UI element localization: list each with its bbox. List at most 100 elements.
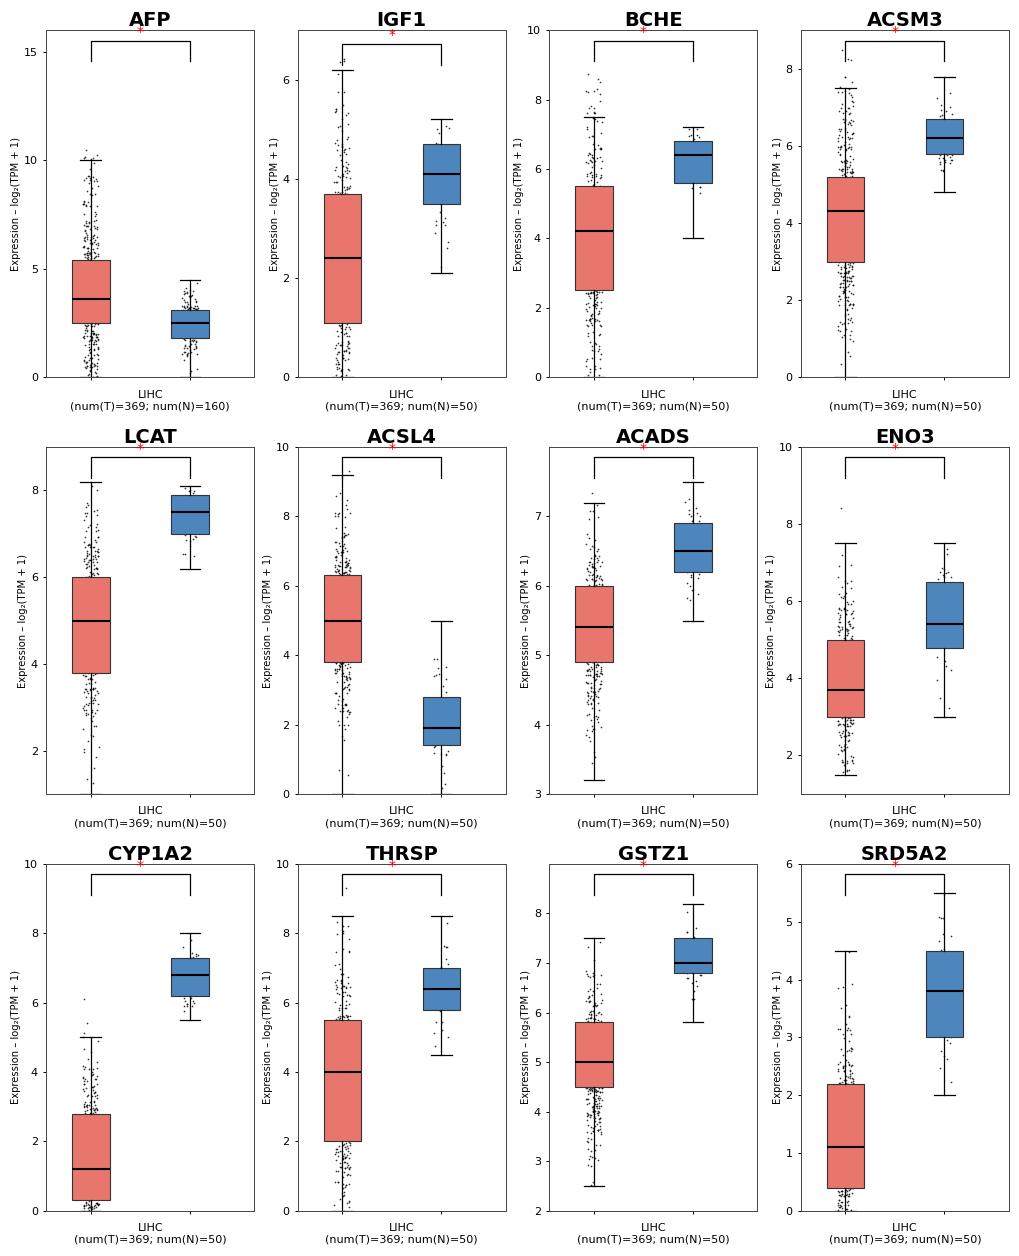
Point: [685, 981, 701, 1001]
Point: [83, 1145, 99, 1166]
Point: [586, 232, 602, 252]
Point: [181, 536, 198, 556]
Point: [331, 632, 347, 652]
Point: [81, 304, 97, 324]
Point: [174, 313, 191, 333]
Point: [828, 1194, 845, 1215]
Point: [427, 987, 443, 1007]
Point: [333, 251, 350, 271]
Point: [588, 1068, 604, 1088]
Point: [587, 1015, 603, 1035]
Point: [90, 298, 106, 318]
Point: [832, 313, 848, 333]
Point: [836, 80, 852, 100]
Point: [839, 1115, 855, 1135]
Point: [336, 1152, 353, 1172]
Point: [682, 945, 698, 965]
Point: [183, 318, 200, 338]
Point: [587, 664, 603, 685]
Point: [584, 195, 600, 215]
Point: [86, 1124, 102, 1144]
Point: [437, 669, 453, 690]
Point: [327, 546, 343, 566]
Point: [85, 334, 101, 354]
Point: [591, 1036, 607, 1056]
Point: [82, 1099, 98, 1119]
Point: [340, 343, 357, 363]
Point: [332, 1105, 348, 1125]
Point: [89, 593, 105, 613]
Point: [88, 593, 104, 613]
Point: [332, 195, 348, 215]
Point: [87, 672, 103, 692]
Point: [83, 1189, 99, 1210]
Point: [186, 311, 203, 332]
Point: [589, 1002, 605, 1022]
Point: [329, 1044, 345, 1064]
Point: [331, 1046, 347, 1066]
Point: [326, 278, 342, 298]
Point: [685, 942, 701, 962]
Point: [330, 300, 346, 320]
Point: [90, 329, 106, 349]
Point: [839, 1124, 855, 1144]
Point: [589, 681, 605, 701]
Point: [330, 597, 346, 617]
Point: [585, 279, 601, 299]
Point: [337, 614, 354, 634]
Point: [86, 618, 102, 638]
Point: [336, 263, 353, 283]
Point: [593, 1054, 609, 1074]
Point: [832, 1129, 848, 1149]
Point: [841, 1163, 857, 1183]
Point: [336, 642, 353, 662]
Point: [589, 284, 605, 304]
Point: [182, 327, 199, 347]
Point: [82, 259, 98, 279]
Point: [581, 634, 597, 654]
Point: [87, 1099, 103, 1119]
Point: [592, 604, 608, 624]
Point: [427, 1011, 443, 1031]
Point: [84, 185, 100, 205]
Point: [830, 1145, 847, 1166]
Point: [841, 1120, 857, 1140]
Point: [943, 119, 959, 139]
Point: [578, 705, 594, 725]
Point: [828, 648, 845, 668]
Point: [182, 988, 199, 1009]
Point: [330, 985, 346, 1005]
Point: [828, 183, 845, 203]
Point: [82, 339, 98, 359]
Point: [584, 1019, 600, 1039]
Point: [187, 338, 204, 358]
Point: [335, 1064, 352, 1084]
Point: [90, 232, 106, 252]
Point: [329, 924, 345, 945]
Point: [88, 1086, 104, 1107]
Point: [586, 580, 602, 600]
Point: [589, 201, 605, 221]
Point: [580, 584, 596, 604]
Point: [439, 728, 455, 749]
Point: [843, 701, 859, 721]
Point: [843, 1068, 859, 1088]
Point: [585, 322, 601, 342]
Point: [328, 549, 344, 569]
Point: [587, 545, 603, 565]
Point: [838, 1198, 854, 1218]
Point: [333, 298, 350, 318]
Point: [75, 328, 92, 348]
Point: [79, 1154, 96, 1174]
Point: [832, 727, 848, 747]
Point: [580, 1050, 596, 1070]
Point: [588, 1050, 604, 1070]
Point: [87, 546, 103, 566]
Point: [185, 514, 202, 534]
Point: [338, 1104, 355, 1124]
Point: [86, 1103, 102, 1123]
Point: [844, 284, 860, 304]
Point: [341, 619, 358, 639]
Point: [326, 1172, 342, 1192]
Point: [579, 283, 595, 303]
